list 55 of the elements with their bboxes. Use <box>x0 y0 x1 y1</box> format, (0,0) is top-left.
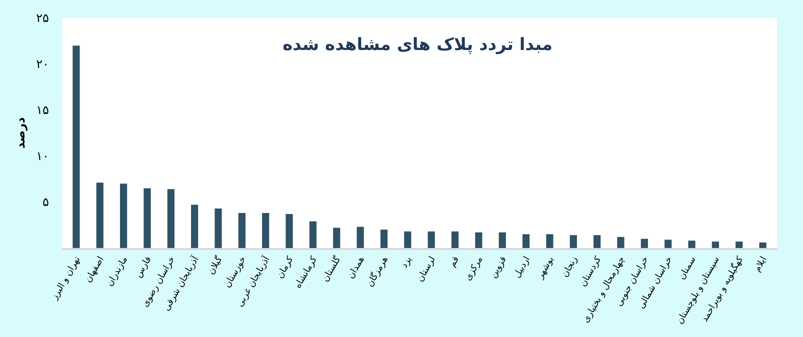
bar <box>522 234 530 248</box>
bar <box>286 214 293 248</box>
x-tick-label: مازندران <box>105 254 130 288</box>
bar <box>475 232 482 248</box>
bar <box>759 242 766 248</box>
x-tick-label: مرکزی <box>463 254 486 283</box>
text: مبدا تردد پلاک های مشاهده شده <box>282 34 553 55</box>
x-tick-label: زنجان <box>560 255 580 280</box>
y-axis-title: درصد <box>13 117 28 149</box>
bar <box>191 204 198 248</box>
bar <box>428 231 435 248</box>
y-tick-label: ۱۰ <box>36 149 49 164</box>
bar <box>120 184 128 248</box>
x-tick-label: اصفهان <box>84 255 106 284</box>
x-tick-label: لرستان <box>416 255 438 284</box>
x-tick-label: تهران و البرز <box>50 254 83 303</box>
bar <box>451 231 459 248</box>
y-tick-label: ۲۰ <box>36 57 49 72</box>
x-tick-label: خوزستان <box>222 255 248 290</box>
bar <box>498 232 506 248</box>
bar <box>333 228 340 248</box>
bar <box>546 234 554 248</box>
x-tick-label: اردبیل <box>512 255 533 280</box>
bar <box>144 188 151 248</box>
x-tick-label: یزد <box>400 254 414 270</box>
bar <box>688 240 696 248</box>
bar <box>72 46 80 248</box>
y-tick-label: ۵ <box>42 195 49 210</box>
bar <box>617 236 624 248</box>
bar <box>664 240 672 248</box>
y-tick-label: ۱۵ <box>36 103 49 118</box>
x-tick-label: گلستان <box>319 253 344 284</box>
bar <box>309 221 317 248</box>
x-tick-label: گیلان <box>204 253 226 276</box>
x-tick-label: ایلام <box>752 255 770 274</box>
bar <box>404 231 412 248</box>
x-tick-label: سمنان <box>677 255 698 282</box>
bar <box>96 182 104 248</box>
bar <box>238 213 246 248</box>
x-tick-label: بوشهر <box>535 255 556 282</box>
bar <box>262 213 270 248</box>
x-tick-label: فارس <box>134 255 154 280</box>
bar <box>380 230 388 248</box>
bar <box>640 238 648 248</box>
bar <box>356 226 364 248</box>
bar <box>570 235 577 248</box>
y-tick-label: ۲۵ <box>36 11 49 26</box>
x-tick-label: قزوین <box>488 255 509 280</box>
bar <box>594 235 601 248</box>
bar <box>214 208 222 248</box>
bar <box>736 242 743 248</box>
bar <box>712 242 719 248</box>
x-tick-label: کردستان <box>578 254 604 289</box>
x-tick-label: قم <box>448 255 462 269</box>
bar <box>167 189 174 248</box>
